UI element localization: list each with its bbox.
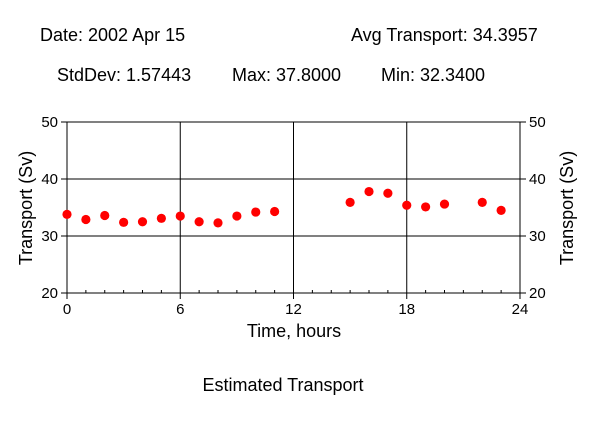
data-point bbox=[62, 209, 72, 219]
data-point bbox=[81, 214, 91, 225]
data-point bbox=[477, 197, 487, 207]
data-point bbox=[100, 210, 110, 221]
x-tick-label: 6 bbox=[176, 301, 184, 318]
data-point bbox=[137, 217, 148, 227]
data-point bbox=[232, 211, 242, 221]
tick-layer bbox=[61, 121, 526, 299]
y-tick-label-right: 30 bbox=[529, 228, 546, 245]
data-point bbox=[156, 213, 166, 223]
y-tick-label-right: 40 bbox=[529, 171, 546, 188]
data-point bbox=[496, 205, 506, 215]
x-tick-label: 18 bbox=[398, 301, 415, 318]
data-point bbox=[345, 197, 355, 207]
data-point bbox=[421, 202, 431, 212]
min-label: Min: 32.3400 bbox=[381, 65, 486, 85]
data-point bbox=[364, 186, 374, 197]
data-point bbox=[119, 217, 129, 227]
chart-caption: Estimated Transport bbox=[202, 375, 363, 395]
y-tick-label-left: 20 bbox=[41, 285, 58, 302]
stddev-label: StdDev: 1.57443 bbox=[57, 65, 192, 85]
x-tick-label: 24 bbox=[512, 301, 529, 318]
data-point bbox=[439, 199, 450, 209]
date-label: Date: 2002 Apr 15 bbox=[40, 25, 186, 45]
x-tick-label: 12 bbox=[285, 301, 302, 318]
data-point bbox=[213, 218, 223, 228]
y-axis-title-left: Transport (Sv) bbox=[16, 151, 36, 265]
y-tick-label-left: 30 bbox=[41, 228, 58, 245]
x-axis-title: Time, hours bbox=[247, 321, 341, 341]
data-point bbox=[402, 200, 412, 210]
y-axis-title-right: Transport (Sv) bbox=[557, 151, 577, 265]
avg-transport-label: Avg Transport: 34.3957 bbox=[351, 25, 538, 45]
max-label: Max: 37.8000 bbox=[232, 65, 342, 85]
y-tick-label-right: 20 bbox=[529, 285, 546, 302]
x-tick-label: 0 bbox=[63, 301, 71, 318]
grid-layer bbox=[66, 121, 521, 294]
y-tick-label-right: 50 bbox=[529, 114, 546, 131]
data-point bbox=[194, 217, 204, 227]
data-point bbox=[175, 211, 185, 221]
data-point bbox=[251, 207, 261, 217]
y-tick-label-left: 50 bbox=[41, 114, 58, 131]
point-layer bbox=[62, 186, 506, 228]
y-tick-label-left: 40 bbox=[41, 171, 58, 188]
data-point bbox=[270, 206, 280, 217]
data-point bbox=[383, 188, 393, 198]
